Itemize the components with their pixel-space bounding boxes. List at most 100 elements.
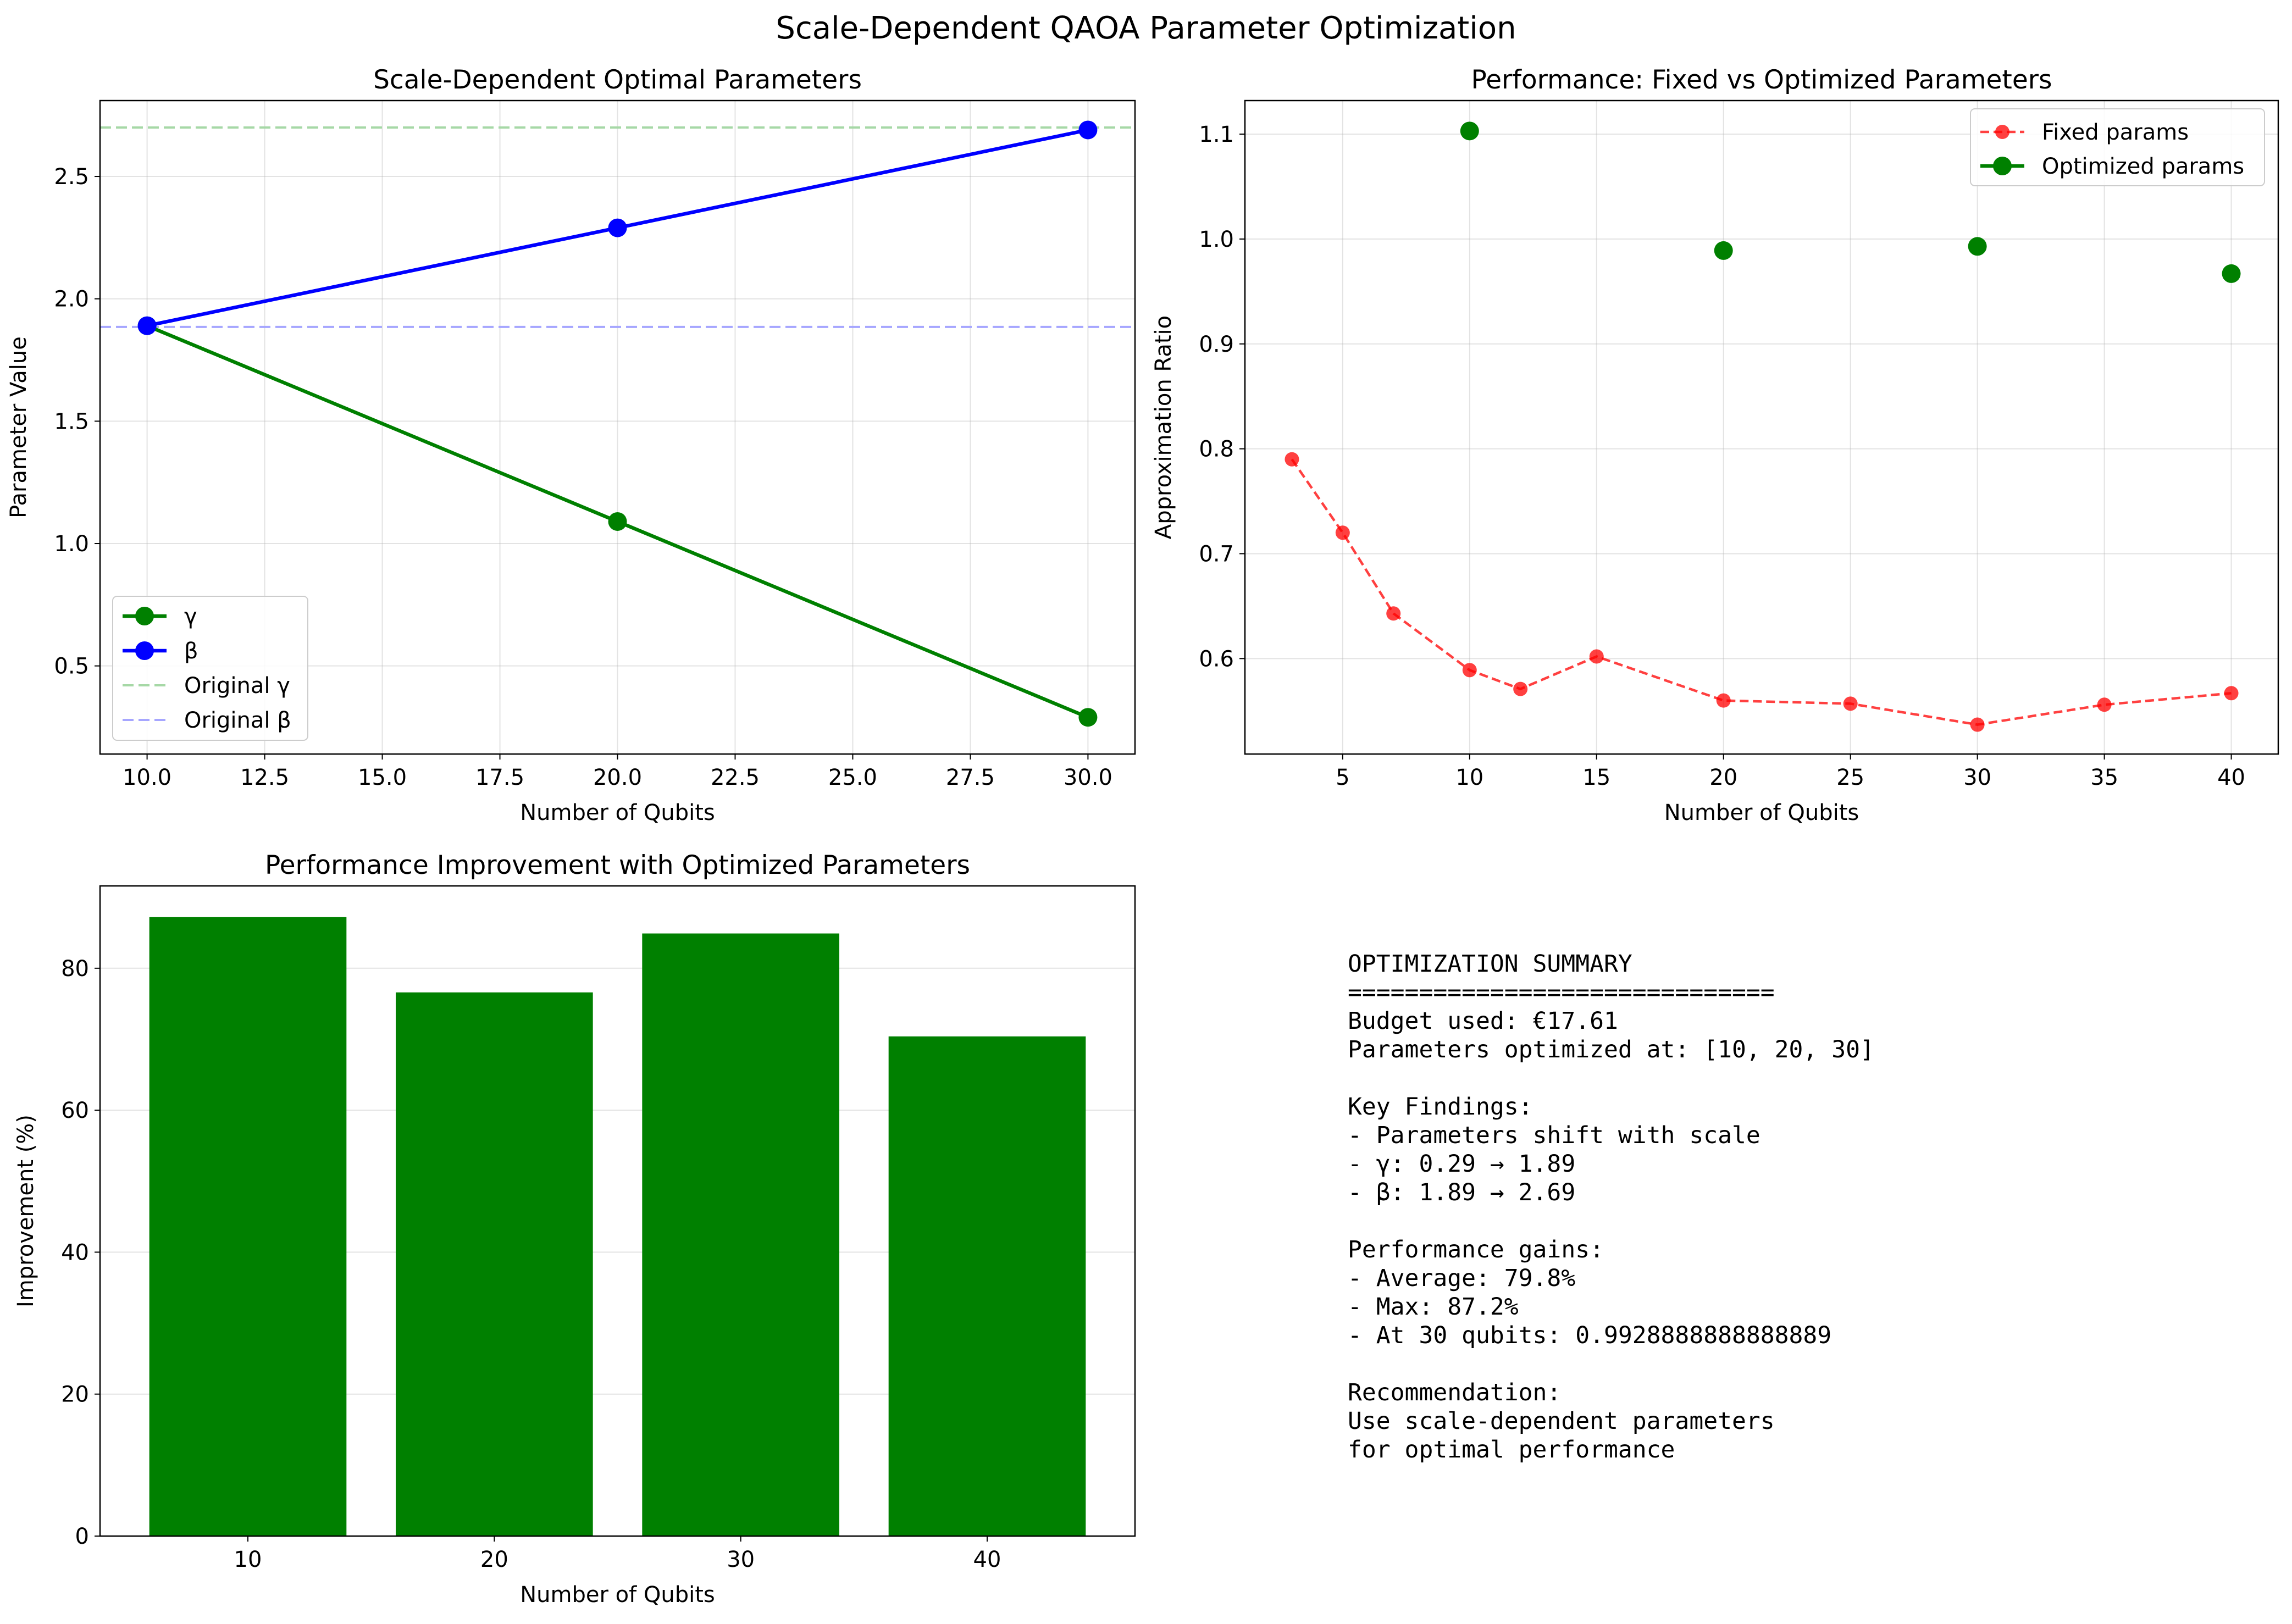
summary-line: Recommendation: xyxy=(1348,1379,1562,1406)
y-tick-label: 60 xyxy=(61,1098,89,1123)
y-tick-label: 2.0 xyxy=(54,287,89,312)
x-tick-label: 25.0 xyxy=(828,765,877,790)
data-point xyxy=(1714,241,1733,260)
summary-line: ============================== xyxy=(1348,979,1775,1006)
x-tick-label: 20 xyxy=(1709,765,1737,790)
summary-line: Performance gains: xyxy=(1348,1236,1604,1263)
summary-line: Budget used: €17.61 xyxy=(1348,1007,1618,1035)
x-tick-label: 10.0 xyxy=(123,765,171,790)
y-axis-label: Improvement (%) xyxy=(13,1115,38,1307)
legend-marker xyxy=(1993,157,2012,175)
legend-label: Fixed params xyxy=(2042,120,2189,145)
legend-marker xyxy=(135,607,154,625)
y-tick-label: 0 xyxy=(75,1524,89,1549)
axes-frame xyxy=(99,99,1136,755)
y-tick-label: 0.8 xyxy=(1199,437,1234,462)
improvement-chart: Performance Improvement with Optimized P… xyxy=(13,850,1136,1608)
data-point xyxy=(1716,693,1731,708)
bar xyxy=(888,1036,1086,1536)
y-tick-label: 0.9 xyxy=(1199,332,1234,357)
x-axis-label: Number of Qubits xyxy=(520,1582,715,1608)
performance-chart: Performance: Fixed vs Optimized Paramete… xyxy=(1151,65,2279,825)
data-point xyxy=(608,218,627,237)
data-point xyxy=(2097,697,2112,712)
legend-label: Original β xyxy=(184,708,291,733)
x-tick-label: 25 xyxy=(1836,765,1864,790)
x-tick-label: 20.0 xyxy=(593,765,642,790)
y-axis-label: Parameter Value xyxy=(6,336,31,518)
bar xyxy=(642,933,839,1536)
summary-line xyxy=(1348,1064,1874,1093)
y-tick-label: 0.6 xyxy=(1199,646,1234,672)
data-point xyxy=(1843,696,1858,711)
x-axis-label: Number of Qubits xyxy=(1664,800,1859,825)
legend-box xyxy=(1970,108,2265,186)
data-point xyxy=(1589,649,1604,664)
legend-label: Optimized params xyxy=(2042,154,2244,179)
legend-label: Original γ xyxy=(184,673,290,699)
y-tick-label: 40 xyxy=(61,1240,89,1265)
y-axis-label: Approximation Ratio xyxy=(1151,315,1176,539)
data-point xyxy=(1335,525,1350,540)
y-tick-label: 2.5 xyxy=(54,164,89,190)
y-tick-label: 1.5 xyxy=(54,409,89,434)
summary-line: Parameters optimized at: [10, 20, 30] xyxy=(1348,1036,1874,1063)
x-tick-label: 30.0 xyxy=(1064,765,1112,790)
figure-title: Scale-Dependent QAOA Parameter Optimizat… xyxy=(776,10,1516,46)
summary-line: - At 30 qubits: 0.9928888888888889 xyxy=(1348,1322,1832,1349)
chart-title: Scale-Dependent Optimal Parameters xyxy=(373,65,862,95)
x-tick-label: 17.5 xyxy=(475,765,524,790)
data-point xyxy=(1285,452,1299,467)
data-point xyxy=(1460,121,1479,141)
summary-line: for optimal performance xyxy=(1348,1436,1675,1464)
data-point xyxy=(1462,663,1477,678)
y-tick-label: 0.7 xyxy=(1199,541,1234,567)
data-point xyxy=(1513,681,1528,696)
y-tick-label: 1.1 xyxy=(1199,122,1234,147)
summary-line: - β: 1.89 → 2.69 xyxy=(1348,1179,1576,1206)
x-tick-label: 30 xyxy=(1963,765,1991,790)
legend-label: γ xyxy=(184,604,197,629)
optimization-summary: OPTIMIZATION SUMMARY ====================… xyxy=(1348,950,1874,1464)
x-tick-label: 5 xyxy=(1336,765,1349,790)
summary-line: OPTIMIZATION SUMMARY xyxy=(1348,950,1632,978)
series-line xyxy=(1291,458,2232,726)
summary-line: - Max: 87.2% xyxy=(1348,1293,1519,1321)
y-tick-label: 20 xyxy=(61,1382,89,1407)
axes-frame xyxy=(99,885,1136,1537)
legend-marker xyxy=(1995,125,2009,139)
axes-frame xyxy=(1244,99,2279,755)
legend-marker xyxy=(135,641,154,660)
y-tick-label: 80 xyxy=(61,956,89,982)
summary-line: - γ: 0.29 → 1.89 xyxy=(1348,1150,1576,1178)
data-point xyxy=(1386,606,1401,621)
x-tick-label: 12.5 xyxy=(240,765,289,790)
summary-line: - Average: 79.8% xyxy=(1348,1265,1576,1292)
data-point xyxy=(2224,686,2239,701)
x-tick-label: 15 xyxy=(1582,765,1610,790)
data-point xyxy=(137,316,157,335)
data-point xyxy=(608,512,627,531)
x-tick-label: 35 xyxy=(2090,765,2118,790)
x-tick-label: 15.0 xyxy=(358,765,407,790)
data-point xyxy=(1968,237,1987,256)
x-tick-label: 20 xyxy=(480,1547,508,1572)
x-tick-label: 40 xyxy=(973,1547,1001,1572)
summary-line: - Parameters shift with scale xyxy=(1348,1122,1760,1149)
x-axis-label: Number of Qubits xyxy=(520,800,715,825)
y-tick-label: 1.0 xyxy=(1199,227,1234,252)
legend-box xyxy=(112,596,308,741)
chart-title: Performance Improvement with Optimized P… xyxy=(265,850,970,880)
x-tick-label: 40 xyxy=(2217,765,2245,790)
x-tick-label: 22.5 xyxy=(711,765,760,790)
x-tick-label: 10 xyxy=(1455,765,1483,790)
data-point xyxy=(1078,708,1098,727)
x-tick-label: 10 xyxy=(234,1547,262,1572)
summary-line: Key Findings: xyxy=(1348,1093,1533,1121)
x-tick-label: 30 xyxy=(727,1547,755,1572)
data-point xyxy=(1970,717,1985,732)
data-point xyxy=(2222,264,2241,283)
data-point xyxy=(1078,120,1098,140)
x-tick-label: 27.5 xyxy=(946,765,995,790)
